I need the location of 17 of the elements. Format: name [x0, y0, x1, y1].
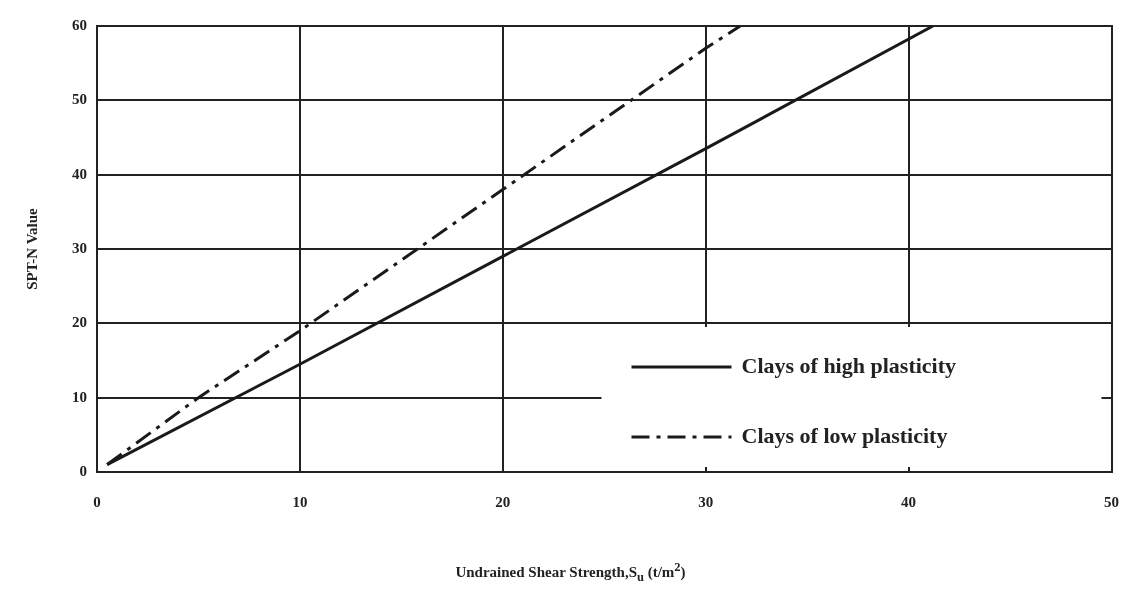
x-tick-label: 50 [1104, 493, 1119, 510]
x-tick-label: 20 [495, 493, 511, 510]
legend-label: Clays of high plasticity [741, 352, 957, 378]
y-tick-label: 50 [72, 91, 87, 108]
legend-label: Clays of low plasticity [741, 422, 948, 448]
x-axis-title: Undrained Shear Strength,S$_{u}$ (t/m$^{2}$) [454, 560, 687, 585]
y-tick-label: 0 [79, 462, 87, 479]
y-tick-label: 10 [72, 388, 87, 405]
y-tick-label: 20 [72, 314, 87, 331]
x-tick-label: 30 [698, 493, 714, 510]
y-tick-label: 40 [72, 165, 87, 182]
x-tick-label: 0 [93, 493, 101, 510]
y-tick-label: 30 [72, 239, 87, 256]
y-tick-label: 60 [72, 16, 87, 33]
y-axis-title: SPT-N Value [23, 207, 40, 290]
x-tick-label: 40 [901, 493, 917, 510]
x-tick-label: 10 [292, 493, 308, 510]
